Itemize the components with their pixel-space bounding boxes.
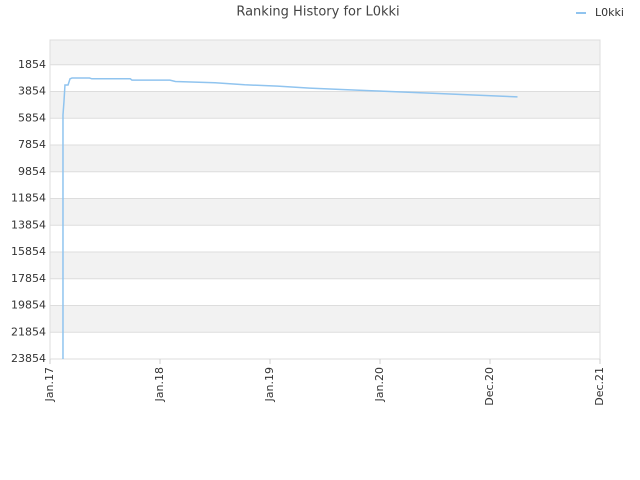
band [50, 252, 600, 279]
line [62, 77, 518, 359]
band [50, 145, 600, 172]
x-tick-label: Dec.21 [593, 367, 606, 406]
band [50, 198, 600, 226]
x-tick-label: Jan.18 [153, 367, 166, 402]
band [50, 40, 600, 65]
x-tick-label: Dec.20 [483, 367, 496, 406]
y-tick-label: 7854 [18, 138, 46, 151]
x-tick-label: Jan.17 [43, 367, 56, 402]
y-tick-label: 11854 [11, 192, 46, 205]
y-tick-label: 9854 [18, 165, 46, 178]
y-tick-label: 5854 [18, 111, 46, 124]
y-tick-label: 17854 [11, 272, 46, 285]
y-tick-label: 3854 [18, 85, 46, 98]
y-tick-label: 1854 [18, 58, 46, 71]
x-tick-label: Jan.20 [373, 367, 386, 402]
band [50, 91, 600, 119]
y-tick-label: 19854 [11, 299, 46, 312]
y-tick-label: 15854 [11, 245, 46, 258]
legend-label: L0kki [595, 6, 624, 19]
y-tick-label: 13854 [11, 218, 46, 231]
x-tick-label: Jan.19 [263, 367, 276, 402]
y-tick-label: 23854 [11, 352, 46, 365]
chart-title: Ranking History for L0kki [236, 5, 399, 20]
band [50, 305, 600, 333]
y-tick-label: 21854 [11, 325, 46, 338]
